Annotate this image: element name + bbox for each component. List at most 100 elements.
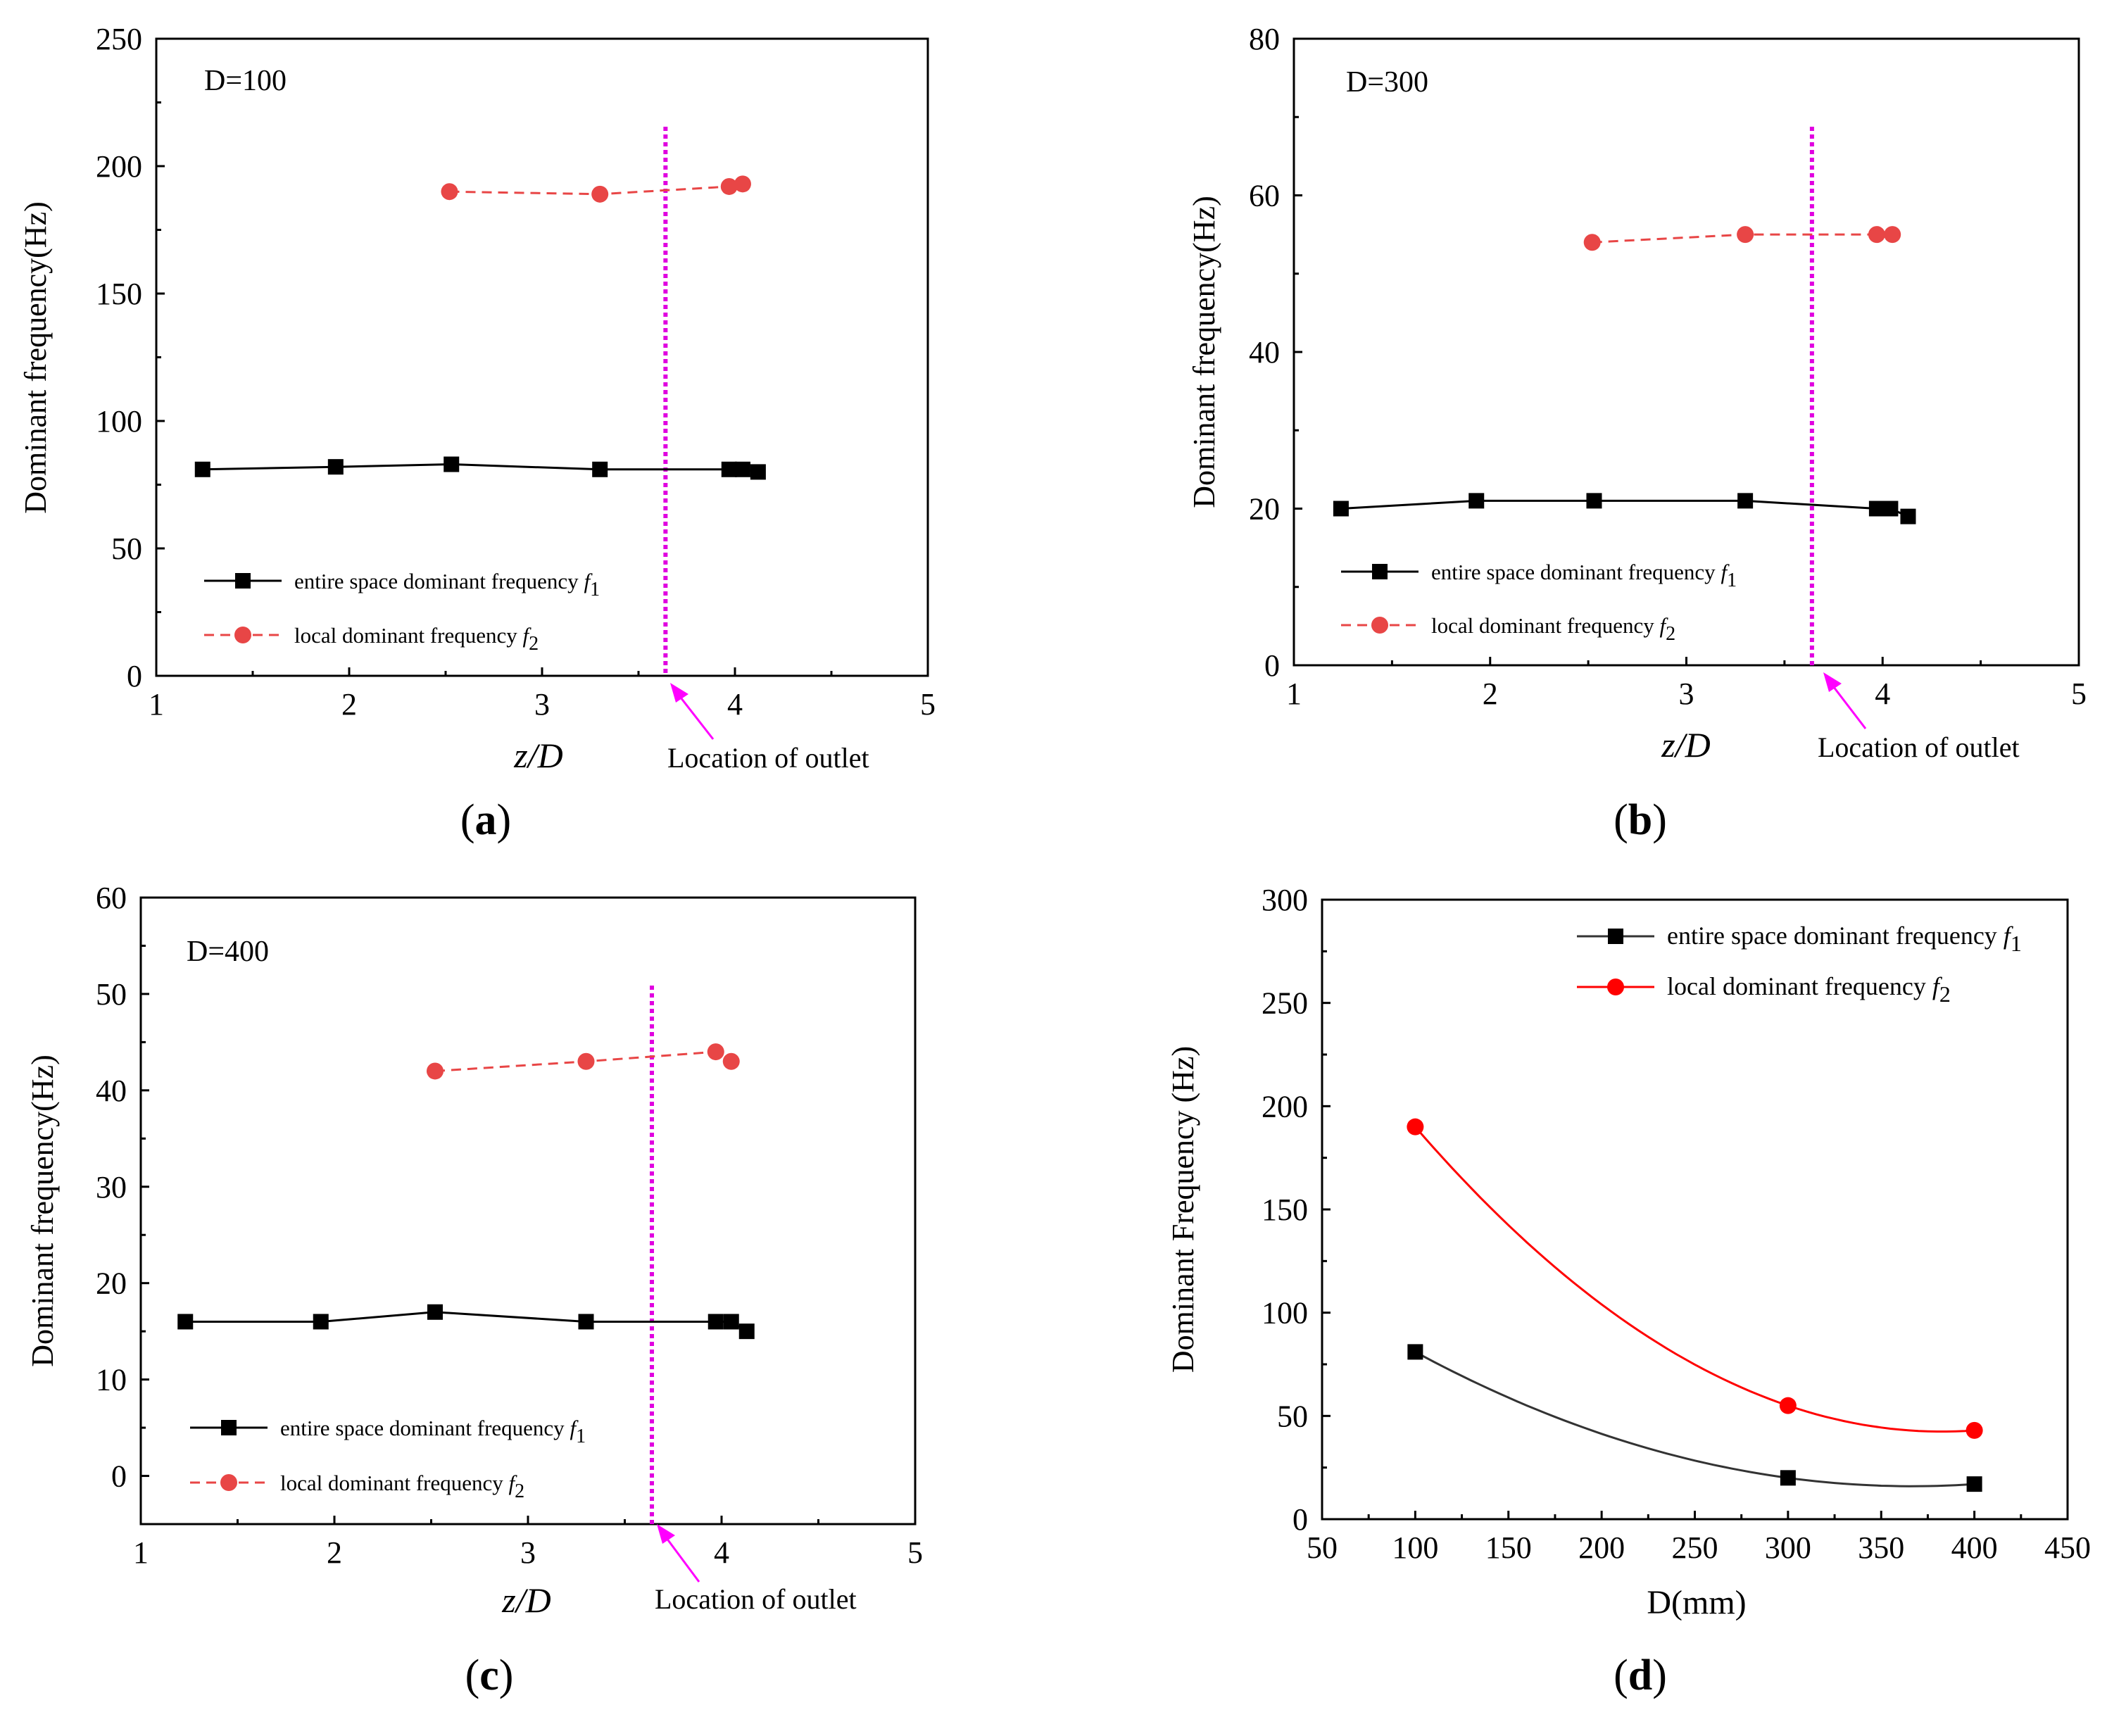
x-tick-label: 5 bbox=[2071, 677, 2087, 711]
y-tick-label: 0 bbox=[1292, 1502, 1308, 1537]
x-tick-label: 5 bbox=[907, 1535, 923, 1570]
legend-text: local dominant frequency bbox=[1667, 972, 1932, 1000]
data-point-circle bbox=[734, 175, 751, 193]
data-point-circle bbox=[1884, 226, 1901, 244]
legend-marker-circle bbox=[234, 627, 251, 643]
x-axis-label: z/D bbox=[513, 736, 562, 775]
legend-marker-square bbox=[1372, 564, 1388, 579]
legend-subscript: 1 bbox=[590, 579, 600, 600]
legend-text: entire space dominant frequency bbox=[1431, 560, 1721, 584]
y-tick-label: 50 bbox=[96, 977, 127, 1012]
legend-text: entire space dominant frequency bbox=[280, 1416, 570, 1440]
data-point-square bbox=[1900, 508, 1916, 524]
x-tick-label: 4 bbox=[727, 687, 743, 722]
data-point-circle bbox=[591, 185, 609, 203]
x-tick-label: 3 bbox=[520, 1535, 536, 1570]
data-point-circle bbox=[441, 183, 458, 201]
data-point-square bbox=[738, 1323, 755, 1340]
panel-letter: a bbox=[475, 796, 497, 844]
data-point-square bbox=[578, 1314, 594, 1330]
data-point-square bbox=[734, 461, 750, 477]
y-tick-label: 200 bbox=[1262, 1089, 1308, 1124]
data-point-square bbox=[427, 1304, 443, 1320]
data-point-circle bbox=[1779, 1397, 1797, 1414]
panel-paren-open: ( bbox=[1614, 796, 1628, 844]
y-tick-label: 30 bbox=[96, 1170, 127, 1204]
y-tick-label: 150 bbox=[96, 277, 142, 311]
outlet-annotation: Location of outlet bbox=[1818, 731, 2020, 763]
y-tick-label: 0 bbox=[111, 1459, 127, 1494]
data-point-square bbox=[1468, 493, 1485, 509]
legend-label-2: local dominant frequency f2 bbox=[1667, 972, 1951, 1007]
data-point-square bbox=[1966, 1476, 1982, 1492]
series-line-1 bbox=[1340, 499, 1909, 517]
data-point-square bbox=[327, 459, 344, 475]
data-point-square bbox=[1737, 493, 1754, 509]
y-tick-label: 60 bbox=[1249, 179, 1280, 213]
data-point-square bbox=[1333, 501, 1349, 517]
data-point-circle bbox=[722, 1052, 740, 1070]
panel-paren-close: ) bbox=[497, 796, 512, 844]
plot-title: D=300 bbox=[1346, 66, 1428, 99]
panel-letter: d bbox=[1628, 1652, 1652, 1699]
legend-marker-square bbox=[1608, 929, 1623, 944]
series-line-1 bbox=[185, 1311, 748, 1333]
legend-text: local dominant frequency bbox=[294, 623, 523, 648]
legend-subscript: 2 bbox=[1939, 981, 1951, 1007]
y-axis-label: Dominant frequency(Hz) bbox=[1187, 196, 1221, 508]
y-tick-label: 0 bbox=[1264, 648, 1280, 683]
x-tick-label: 250 bbox=[1672, 1530, 1718, 1565]
data-point-square bbox=[750, 464, 766, 480]
data-point-square bbox=[1868, 501, 1885, 517]
data-point-square bbox=[592, 461, 608, 477]
x-tick-label: 3 bbox=[1679, 677, 1694, 711]
y-tick-label: 50 bbox=[1277, 1399, 1308, 1433]
x-tick-label: 1 bbox=[149, 687, 164, 722]
data-point-circle bbox=[1583, 234, 1601, 251]
x-tick-label: 50 bbox=[1307, 1530, 1338, 1565]
plot-title: D=400 bbox=[187, 936, 269, 968]
x-tick-label: 200 bbox=[1578, 1530, 1625, 1565]
series-line-1 bbox=[1414, 1351, 1975, 1487]
panel-paren-open: ( bbox=[460, 796, 475, 844]
data-point-circle bbox=[1868, 226, 1885, 244]
legend-subscript: 2 bbox=[529, 633, 539, 655]
legend-subscript: 1 bbox=[1727, 570, 1737, 591]
legend-marker-circle bbox=[1607, 979, 1624, 995]
panel-paren-open: ( bbox=[465, 1652, 480, 1699]
chart-panel-b: 1 2 3 4 5 0 20 40 60 80 z/D Dominant frequency(Hz) (… bbox=[1187, 22, 2087, 844]
legend-label-2: local dominant frequency f2 bbox=[1431, 613, 1675, 645]
legend-text: local dominant frequency bbox=[1431, 613, 1660, 638]
data-point-circle bbox=[1407, 1118, 1424, 1136]
y-tick-label: 60 bbox=[96, 881, 127, 915]
x-tick-label: 2 bbox=[327, 1535, 342, 1570]
data-point-square bbox=[1407, 1344, 1423, 1360]
data-point-circle bbox=[1965, 1421, 1983, 1439]
legend-marker-square bbox=[235, 573, 251, 589]
x-axis-label: z/D bbox=[501, 1580, 551, 1620]
x-tick-label: 400 bbox=[1951, 1530, 1998, 1565]
data-point-square bbox=[707, 1314, 724, 1330]
data-point-circle bbox=[427, 1062, 444, 1080]
y-tick-label: 300 bbox=[1262, 883, 1308, 917]
outlet-arrow-shaft bbox=[661, 1532, 700, 1583]
legend-label-1: entire space dominant frequency f1 bbox=[280, 1416, 586, 1447]
x-tick-label: 150 bbox=[1485, 1530, 1532, 1565]
x-tick-label: 3 bbox=[534, 687, 550, 722]
panel-label: (d) bbox=[1614, 1652, 1667, 1699]
legend-label-2: local dominant frequency f2 bbox=[280, 1471, 524, 1502]
y-tick-label: 0 bbox=[127, 659, 142, 693]
panel-label: (a) bbox=[460, 796, 511, 844]
legend-text: entire space dominant frequency bbox=[1667, 922, 2004, 950]
y-tick-label: 250 bbox=[1262, 986, 1308, 1021]
data-point-square bbox=[194, 461, 210, 477]
y-tick-label: 100 bbox=[1262, 1296, 1308, 1331]
y-tick-label: 20 bbox=[1249, 492, 1280, 527]
data-point-square bbox=[313, 1314, 329, 1330]
panel-paren-close: ) bbox=[1652, 796, 1667, 844]
x-tick-label: 4 bbox=[1875, 677, 1890, 711]
legend-label-1: entire space dominant frequency f1 bbox=[1667, 922, 2022, 956]
series-line-2 bbox=[1414, 1126, 1975, 1433]
